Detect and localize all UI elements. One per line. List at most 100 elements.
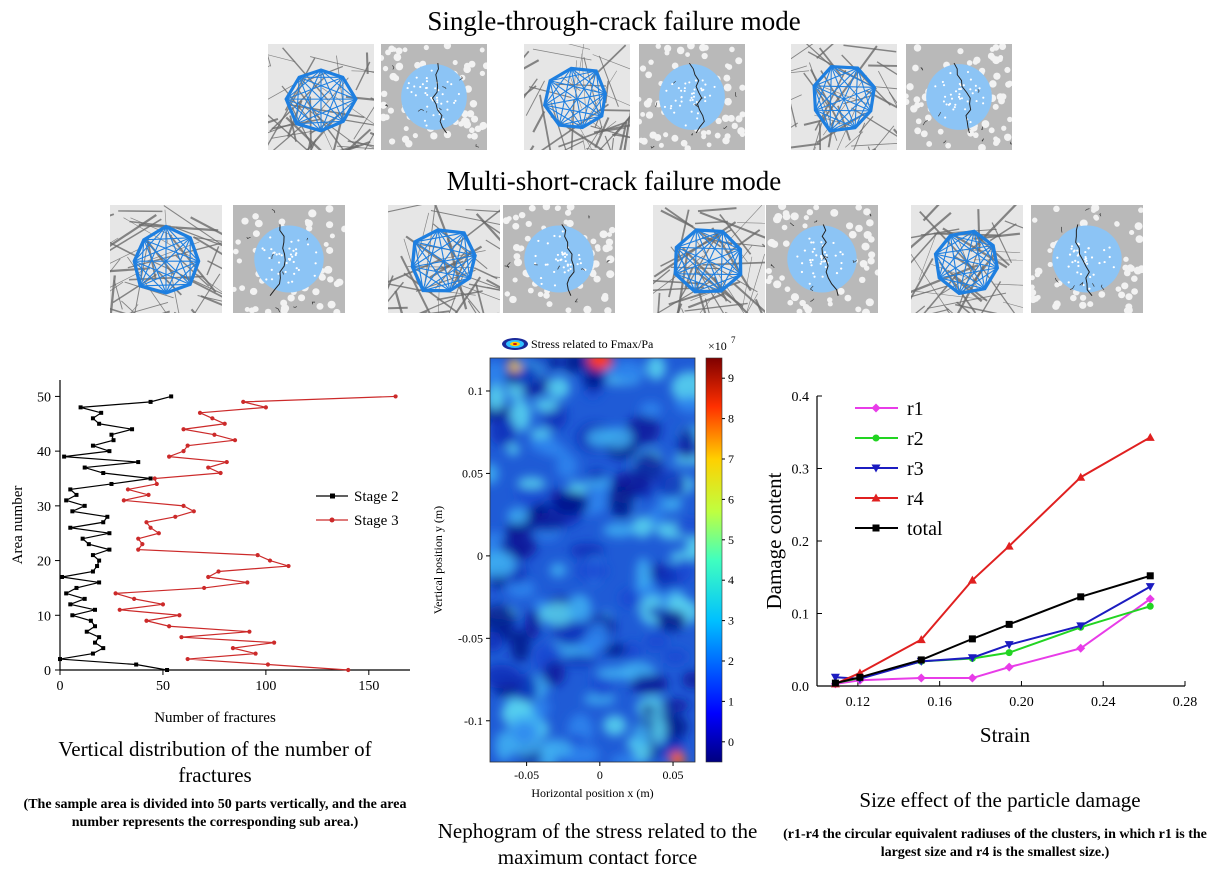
y-tick-label: -0.1 <box>464 714 483 728</box>
data-point <box>132 596 137 601</box>
colorbar-tick-label: 4 <box>728 573 734 587</box>
colorbar-tick-label: 8 <box>728 412 734 426</box>
legend-entry: r3 <box>907 458 924 480</box>
y-tick-label: -0.05 <box>458 631 483 645</box>
data-point <box>156 531 161 536</box>
damage-caption: Size effect of the particle damage <box>859 788 1141 812</box>
y-axis-label: Damage content <box>762 472 786 609</box>
data-point <box>97 580 102 585</box>
legend-entry: Stage 3 <box>354 513 399 529</box>
single-crack-heading: Single-through-crack failure mode <box>427 6 801 36</box>
data-point <box>95 564 100 569</box>
x-tick-label: 0 <box>597 768 603 782</box>
data-point <box>109 481 114 486</box>
data-point <box>218 470 223 476</box>
data-point <box>232 438 238 443</box>
colorbar-tick-label: 2 <box>728 654 734 668</box>
data-point <box>68 602 73 607</box>
colorbar-multiplier: ×10 <box>708 339 727 353</box>
x-tick-label: 0.16 <box>927 695 952 710</box>
particle-crack-panel <box>906 44 1012 150</box>
data-point <box>197 410 203 415</box>
data-point <box>70 613 75 618</box>
data-point <box>1005 649 1013 657</box>
x-tick-label: 0.05 <box>663 768 684 782</box>
y-tick-label: 0 <box>477 549 483 563</box>
y-tick-label: 0.0 <box>792 680 810 695</box>
force-network-panel <box>911 205 1023 313</box>
data-point <box>117 607 122 612</box>
data-point <box>916 673 926 683</box>
data-point <box>185 443 190 448</box>
data-point <box>830 673 840 682</box>
data-point <box>82 465 87 470</box>
data-point <box>247 629 252 634</box>
data-point <box>107 449 112 454</box>
data-point <box>107 531 112 536</box>
data-point <box>136 547 141 552</box>
data-point <box>74 492 79 497</box>
data-point <box>70 509 75 514</box>
data-point <box>93 624 97 629</box>
data-point <box>210 416 215 421</box>
data-point <box>97 421 102 426</box>
data-point <box>130 427 135 432</box>
data-point <box>181 503 186 508</box>
data-point <box>872 524 880 532</box>
data-point <box>105 514 110 519</box>
data-point <box>78 405 83 410</box>
data-point <box>1005 620 1013 628</box>
data-point <box>101 471 106 476</box>
data-point <box>93 607 97 612</box>
data-point <box>90 553 95 558</box>
data-point <box>64 498 69 503</box>
x-axis-label: Strain <box>980 723 1031 747</box>
data-point <box>222 421 227 426</box>
data-point <box>202 585 207 591</box>
data-point <box>173 514 178 519</box>
data-point <box>136 536 141 541</box>
data-point <box>167 624 172 629</box>
colorbar-tick-label: 3 <box>728 614 734 628</box>
data-point <box>90 443 95 448</box>
data-point <box>68 525 73 530</box>
y-tick-label: 0.4 <box>792 390 810 405</box>
data-point <box>144 520 149 525</box>
data-point <box>90 416 95 421</box>
multi-crack-heading: Multi-short-crack failure mode <box>446 166 782 196</box>
x-tick-label: -0.05 <box>514 768 539 782</box>
data-point <box>68 487 73 492</box>
data-point <box>60 574 65 579</box>
colorbar-tick-label: 0 <box>728 735 734 749</box>
data-point <box>1004 641 1014 650</box>
y-tick-label: 10 <box>37 609 51 624</box>
data-point <box>286 563 291 569</box>
stress-nephogram: -0.05 0 0.05 -0.1 -0.05 0 0.05 0.1 Horizontal po… <box>431 335 736 800</box>
data-point <box>917 656 925 664</box>
data-point <box>144 618 149 623</box>
x-tick-label: 0.28 <box>1173 695 1198 710</box>
fractures-note: (The sample area is divided into 50 part… <box>23 797 407 831</box>
data-point <box>1146 572 1154 580</box>
data-point <box>241 399 246 404</box>
data-point <box>871 493 881 502</box>
y-tick-label: 0.1 <box>792 608 810 623</box>
force-network-panel <box>791 44 897 150</box>
force-network-panel <box>388 205 500 313</box>
data-point <box>148 525 153 530</box>
y-tick-label: 0.2 <box>792 535 810 550</box>
data-point <box>1145 583 1155 592</box>
data-point <box>871 464 881 473</box>
data-point <box>140 542 145 547</box>
data-point <box>206 465 211 470</box>
particle-crack-panel <box>1031 205 1143 313</box>
x-axis-label: Horizontal position x (m) <box>531 786 653 800</box>
colorbar-tick-label: 5 <box>728 533 734 547</box>
data-point <box>111 438 116 443</box>
data-point <box>1076 472 1086 481</box>
data-point <box>146 492 151 498</box>
data-point <box>97 635 102 640</box>
data-point <box>967 673 977 683</box>
data-point <box>101 520 106 525</box>
y-tick-label: 0.05 <box>462 466 483 480</box>
